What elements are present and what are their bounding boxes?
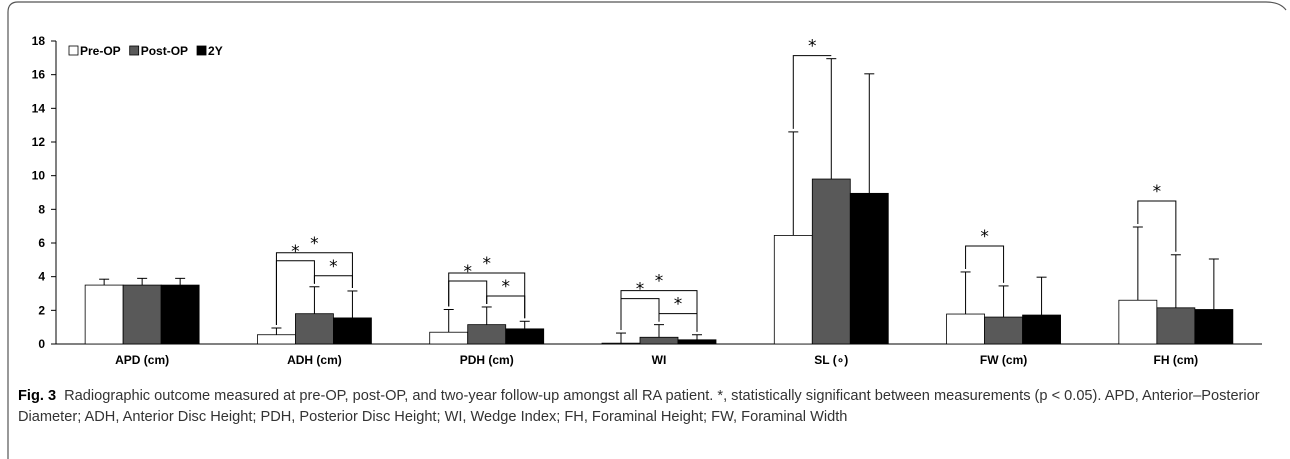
significance-marker: * bbox=[482, 254, 491, 274]
bar bbox=[333, 317, 372, 345]
y-tick-label: 16 bbox=[32, 68, 46, 82]
bar bbox=[295, 313, 334, 345]
y-tick-label: 0 bbox=[38, 337, 45, 351]
bar bbox=[773, 235, 813, 345]
x-tick-label: FW (cm) bbox=[980, 353, 1027, 367]
significance-bracket bbox=[620, 290, 698, 332]
bar bbox=[122, 284, 162, 345]
x-tick-label: FH (cm) bbox=[1154, 353, 1199, 367]
bar bbox=[639, 336, 679, 345]
significance-bracket bbox=[313, 275, 353, 288]
legend-swatch bbox=[68, 45, 79, 56]
bar bbox=[946, 313, 985, 345]
x-tick-label: SL (∘) bbox=[814, 353, 848, 367]
bar-chart: 0 2 4 6 8 10 12 14 16 18 APD (cm) ADH (cm) PDH (cm) W… bbox=[32, 34, 1262, 367]
bar bbox=[467, 324, 507, 345]
y-tick-label: 10 bbox=[32, 169, 46, 183]
x-tick-label: WI bbox=[652, 353, 667, 367]
bar bbox=[1022, 314, 1061, 345]
y-tick-label: 18 bbox=[32, 34, 46, 48]
bar bbox=[1118, 299, 1158, 345]
figure-caption: Fig. 3 Radiographic outcome measured at p… bbox=[18, 386, 1268, 428]
bar bbox=[160, 284, 200, 345]
significance-marker: * bbox=[808, 37, 817, 57]
significance-marker: * bbox=[501, 277, 510, 297]
y-tick-label: 4 bbox=[38, 270, 45, 284]
legend-swatch bbox=[196, 45, 207, 56]
legend-label: Pre-OP bbox=[80, 44, 121, 58]
significance-bracket bbox=[1137, 200, 1177, 252]
significance-marker: * bbox=[329, 257, 338, 277]
bar bbox=[84, 284, 124, 345]
y-tick-label: 12 bbox=[32, 135, 46, 149]
legend-label: 2Y bbox=[208, 44, 223, 58]
significance-bracket bbox=[792, 55, 832, 129]
y-tick-label: 8 bbox=[38, 202, 45, 216]
x-tick-label: APD (cm) bbox=[115, 353, 169, 367]
significance-marker: * bbox=[463, 262, 472, 282]
bar bbox=[601, 342, 641, 345]
significance-bracket bbox=[275, 252, 353, 326]
significance-marker: * bbox=[291, 242, 300, 262]
y-tick-label: 6 bbox=[38, 236, 45, 250]
x-tick-label: ADH (cm) bbox=[287, 353, 342, 367]
bar bbox=[257, 334, 296, 345]
significance-bracket bbox=[448, 280, 488, 307]
bar bbox=[1194, 309, 1234, 345]
significance-marker: * bbox=[674, 295, 683, 315]
bar bbox=[849, 192, 889, 345]
significance-marker: * bbox=[310, 234, 319, 254]
bar bbox=[811, 178, 851, 345]
significance-marker: * bbox=[655, 272, 664, 292]
caption-label: Fig. 3 bbox=[18, 388, 57, 404]
legend-label: Post-OP bbox=[141, 44, 188, 58]
significance-marker: * bbox=[1153, 182, 1162, 202]
bar bbox=[1156, 307, 1196, 345]
bar bbox=[984, 316, 1023, 345]
significance-bracket bbox=[658, 313, 698, 332]
y-tick-label: 14 bbox=[32, 101, 46, 115]
y-tick-label: 2 bbox=[38, 303, 45, 317]
significance-marker: * bbox=[636, 280, 645, 300]
significance-bracket bbox=[448, 272, 526, 319]
legend-swatch bbox=[129, 45, 140, 56]
bar bbox=[505, 328, 545, 345]
bar bbox=[429, 331, 469, 345]
significance-marker: * bbox=[980, 227, 989, 247]
significance-bracket bbox=[486, 295, 526, 319]
significance-bracket bbox=[620, 298, 660, 331]
caption-text: Radiographic outcome measured at pre-OP,… bbox=[18, 388, 1260, 425]
significance-bracket bbox=[965, 245, 1005, 283]
bar bbox=[677, 339, 717, 345]
x-tick-label: PDH (cm) bbox=[460, 353, 514, 367]
